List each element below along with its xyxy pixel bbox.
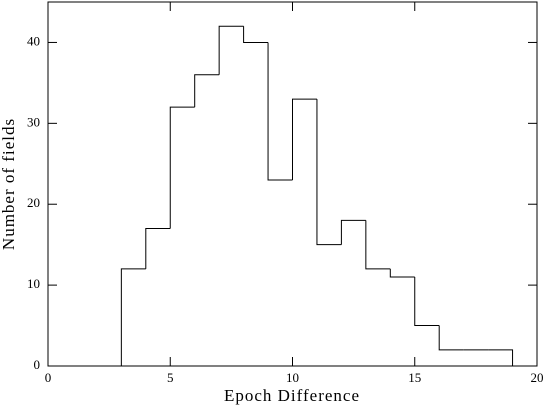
y-tick-label: 30: [27, 114, 40, 129]
histogram-bar: [365, 220, 391, 270]
x-axis-label: Epoch Difference: [224, 386, 360, 405]
x-tick-label: 20: [531, 370, 544, 385]
histogram-bar: [340, 219, 366, 245]
histogram-bar: [267, 42, 293, 181]
y-tick-label: 40: [27, 33, 40, 48]
histogram-bar: [194, 74, 220, 108]
histogram-bar: [292, 98, 317, 180]
histogram-bar: [389, 268, 415, 278]
histogram-bar: [316, 99, 342, 246]
y-tick-label: 10: [27, 276, 40, 291]
x-tick-label: 0: [45, 370, 52, 385]
histogram-bar: [169, 106, 195, 229]
histogram-bar: [145, 227, 171, 269]
y-tick-label: 0: [34, 357, 41, 372]
y-tick-label: 20: [27, 195, 40, 210]
x-tick-label: 15: [408, 370, 421, 385]
histogram-bar: [218, 25, 244, 75]
histogram-bar: [438, 325, 464, 351]
histogram-bar: [488, 349, 514, 366]
histogram-bar: [414, 277, 440, 327]
x-tick-label: 10: [286, 370, 299, 385]
y-axis-label: Number of fields: [0, 118, 18, 250]
histogram-bar: [120, 268, 146, 366]
x-tick-label: 5: [167, 370, 174, 385]
histogram-bar: [243, 26, 269, 43]
